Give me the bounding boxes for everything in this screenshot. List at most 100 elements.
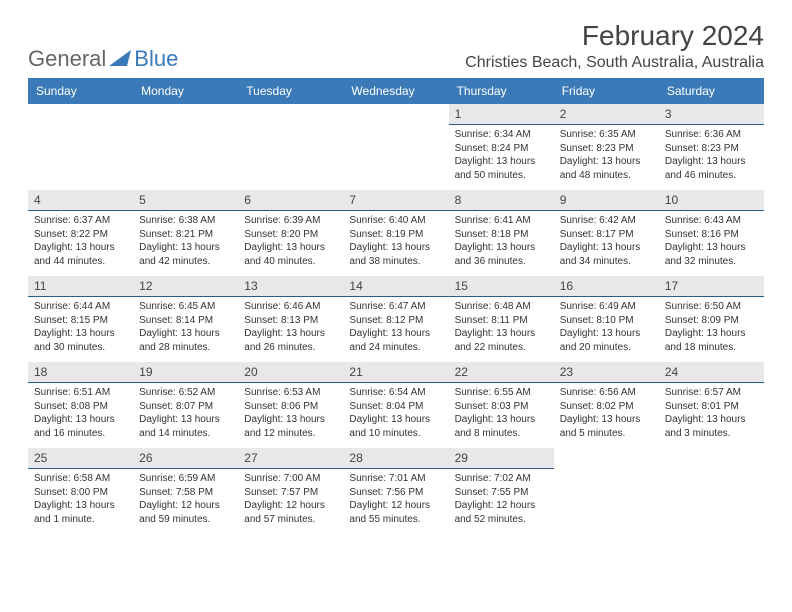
day-details: Sunrise: 6:58 AMSunset: 8:00 PMDaylight:… bbox=[28, 469, 133, 530]
daylight-text: Daylight: 13 hours and 8 minutes. bbox=[455, 413, 548, 440]
weekday-header: Wednesday bbox=[343, 78, 448, 104]
daylight-text: Daylight: 13 hours and 14 minutes. bbox=[139, 413, 232, 440]
sunrise-text: Sunrise: 7:00 AM bbox=[244, 472, 337, 486]
sunset-text: Sunset: 8:15 PM bbox=[34, 314, 127, 328]
calendar-cell: 3Sunrise: 6:36 AMSunset: 8:23 PMDaylight… bbox=[659, 104, 764, 190]
page-header: General Blue February 2024 Christies Bea… bbox=[28, 20, 764, 72]
sunrise-text: Sunrise: 7:01 AM bbox=[349, 472, 442, 486]
sunset-text: Sunset: 8:20 PM bbox=[244, 228, 337, 242]
daylight-text: Daylight: 13 hours and 32 minutes. bbox=[665, 241, 758, 268]
day-details: Sunrise: 6:54 AMSunset: 8:04 PMDaylight:… bbox=[343, 383, 448, 444]
sunset-text: Sunset: 8:24 PM bbox=[455, 142, 548, 156]
sunset-text: Sunset: 8:09 PM bbox=[665, 314, 758, 328]
sunset-text: Sunset: 8:06 PM bbox=[244, 400, 337, 414]
day-details: Sunrise: 6:47 AMSunset: 8:12 PMDaylight:… bbox=[343, 297, 448, 358]
sunset-text: Sunset: 8:08 PM bbox=[34, 400, 127, 414]
day-details: Sunrise: 7:00 AMSunset: 7:57 PMDaylight:… bbox=[238, 469, 343, 530]
sunrise-text: Sunrise: 6:54 AM bbox=[349, 386, 442, 400]
sunset-text: Sunset: 8:13 PM bbox=[244, 314, 337, 328]
daylight-text: Daylight: 13 hours and 40 minutes. bbox=[244, 241, 337, 268]
logo-triangle-icon bbox=[109, 46, 131, 72]
day-details: Sunrise: 6:34 AMSunset: 8:24 PMDaylight:… bbox=[449, 125, 554, 186]
sunset-text: Sunset: 8:01 PM bbox=[665, 400, 758, 414]
day-details: Sunrise: 6:45 AMSunset: 8:14 PMDaylight:… bbox=[133, 297, 238, 358]
daylight-text: Daylight: 13 hours and 30 minutes. bbox=[34, 327, 127, 354]
day-number: 18 bbox=[28, 362, 133, 383]
day-number: 12 bbox=[133, 276, 238, 297]
sunset-text: Sunset: 8:02 PM bbox=[560, 400, 653, 414]
sunset-text: Sunset: 8:16 PM bbox=[665, 228, 758, 242]
location-text: Christies Beach, South Australia, Austra… bbox=[465, 54, 764, 72]
day-details: Sunrise: 6:35 AMSunset: 8:23 PMDaylight:… bbox=[554, 125, 659, 186]
day-number: 22 bbox=[449, 362, 554, 383]
sunrise-text: Sunrise: 6:52 AM bbox=[139, 386, 232, 400]
calendar-cell: 29Sunrise: 7:02 AMSunset: 7:55 PMDayligh… bbox=[449, 448, 554, 534]
daylight-text: Daylight: 13 hours and 48 minutes. bbox=[560, 155, 653, 182]
sunset-text: Sunset: 8:14 PM bbox=[139, 314, 232, 328]
daylight-text: Daylight: 13 hours and 42 minutes. bbox=[139, 241, 232, 268]
daylight-text: Daylight: 12 hours and 59 minutes. bbox=[139, 499, 232, 526]
daylight-text: Daylight: 13 hours and 46 minutes. bbox=[665, 155, 758, 182]
day-details: Sunrise: 6:38 AMSunset: 8:21 PMDaylight:… bbox=[133, 211, 238, 272]
daylight-text: Daylight: 13 hours and 26 minutes. bbox=[244, 327, 337, 354]
day-number: 20 bbox=[238, 362, 343, 383]
day-number: 21 bbox=[343, 362, 448, 383]
day-details: Sunrise: 6:53 AMSunset: 8:06 PMDaylight:… bbox=[238, 383, 343, 444]
day-details: Sunrise: 6:36 AMSunset: 8:23 PMDaylight:… bbox=[659, 125, 764, 186]
day-details: Sunrise: 7:02 AMSunset: 7:55 PMDaylight:… bbox=[449, 469, 554, 530]
day-number: 10 bbox=[659, 190, 764, 211]
sunrise-text: Sunrise: 6:58 AM bbox=[34, 472, 127, 486]
day-details: Sunrise: 6:55 AMSunset: 8:03 PMDaylight:… bbox=[449, 383, 554, 444]
day-details: Sunrise: 6:57 AMSunset: 8:01 PMDaylight:… bbox=[659, 383, 764, 444]
calendar-cell: 23Sunrise: 6:56 AMSunset: 8:02 PMDayligh… bbox=[554, 362, 659, 448]
sunset-text: Sunset: 8:18 PM bbox=[455, 228, 548, 242]
daylight-text: Daylight: 12 hours and 55 minutes. bbox=[349, 499, 442, 526]
calendar-week-row: 1Sunrise: 6:34 AMSunset: 8:24 PMDaylight… bbox=[28, 104, 764, 190]
calendar-cell: 8Sunrise: 6:41 AMSunset: 8:18 PMDaylight… bbox=[449, 190, 554, 276]
daylight-text: Daylight: 13 hours and 1 minute. bbox=[34, 499, 127, 526]
calendar-cell bbox=[238, 104, 343, 190]
day-number: 13 bbox=[238, 276, 343, 297]
sunset-text: Sunset: 8:07 PM bbox=[139, 400, 232, 414]
calendar-cell: 4Sunrise: 6:37 AMSunset: 8:22 PMDaylight… bbox=[28, 190, 133, 276]
day-details: Sunrise: 7:01 AMSunset: 7:56 PMDaylight:… bbox=[343, 469, 448, 530]
sunset-text: Sunset: 8:17 PM bbox=[560, 228, 653, 242]
daylight-text: Daylight: 12 hours and 52 minutes. bbox=[455, 499, 548, 526]
title-block: February 2024 Christies Beach, South Aus… bbox=[465, 20, 764, 72]
sunrise-text: Sunrise: 7:02 AM bbox=[455, 472, 548, 486]
sunrise-text: Sunrise: 6:55 AM bbox=[455, 386, 548, 400]
calendar-week-row: 25Sunrise: 6:58 AMSunset: 8:00 PMDayligh… bbox=[28, 448, 764, 534]
day-number: 14 bbox=[343, 276, 448, 297]
daylight-text: Daylight: 13 hours and 18 minutes. bbox=[665, 327, 758, 354]
calendar-week-row: 4Sunrise: 6:37 AMSunset: 8:22 PMDaylight… bbox=[28, 190, 764, 276]
day-number: 8 bbox=[449, 190, 554, 211]
calendar-cell: 7Sunrise: 6:40 AMSunset: 8:19 PMDaylight… bbox=[343, 190, 448, 276]
sunset-text: Sunset: 8:21 PM bbox=[139, 228, 232, 242]
sunrise-text: Sunrise: 6:46 AM bbox=[244, 300, 337, 314]
day-number: 27 bbox=[238, 448, 343, 469]
daylight-text: Daylight: 13 hours and 50 minutes. bbox=[455, 155, 548, 182]
sunrise-text: Sunrise: 6:44 AM bbox=[34, 300, 127, 314]
sunset-text: Sunset: 8:03 PM bbox=[455, 400, 548, 414]
sunrise-text: Sunrise: 6:41 AM bbox=[455, 214, 548, 228]
sunrise-text: Sunrise: 6:48 AM bbox=[455, 300, 548, 314]
weekday-header: Thursday bbox=[449, 78, 554, 104]
calendar-cell: 26Sunrise: 6:59 AMSunset: 7:58 PMDayligh… bbox=[133, 448, 238, 534]
weekday-header: Friday bbox=[554, 78, 659, 104]
day-details: Sunrise: 6:59 AMSunset: 7:58 PMDaylight:… bbox=[133, 469, 238, 530]
logo-text-general: General bbox=[28, 46, 106, 72]
calendar-body: 1Sunrise: 6:34 AMSunset: 8:24 PMDaylight… bbox=[28, 104, 764, 534]
daylight-text: Daylight: 13 hours and 34 minutes. bbox=[560, 241, 653, 268]
calendar-cell: 17Sunrise: 6:50 AMSunset: 8:09 PMDayligh… bbox=[659, 276, 764, 362]
calendar-cell: 15Sunrise: 6:48 AMSunset: 8:11 PMDayligh… bbox=[449, 276, 554, 362]
sunrise-text: Sunrise: 6:35 AM bbox=[560, 128, 653, 142]
sunset-text: Sunset: 7:56 PM bbox=[349, 486, 442, 500]
day-number: 19 bbox=[133, 362, 238, 383]
weekday-header: Sunday bbox=[28, 78, 133, 104]
calendar-cell: 14Sunrise: 6:47 AMSunset: 8:12 PMDayligh… bbox=[343, 276, 448, 362]
calendar-cell: 13 Sunrise: 6:46 AMSunset: 8:13 PMDayligh… bbox=[238, 276, 343, 362]
daylight-text: Daylight: 13 hours and 16 minutes. bbox=[34, 413, 127, 440]
month-title: February 2024 bbox=[465, 20, 764, 52]
day-details: Sunrise: 6:52 AMSunset: 8:07 PMDaylight:… bbox=[133, 383, 238, 444]
calendar-week-row: 11Sunrise: 6:44 AMSunset: 8:15 PMDayligh… bbox=[28, 276, 764, 362]
